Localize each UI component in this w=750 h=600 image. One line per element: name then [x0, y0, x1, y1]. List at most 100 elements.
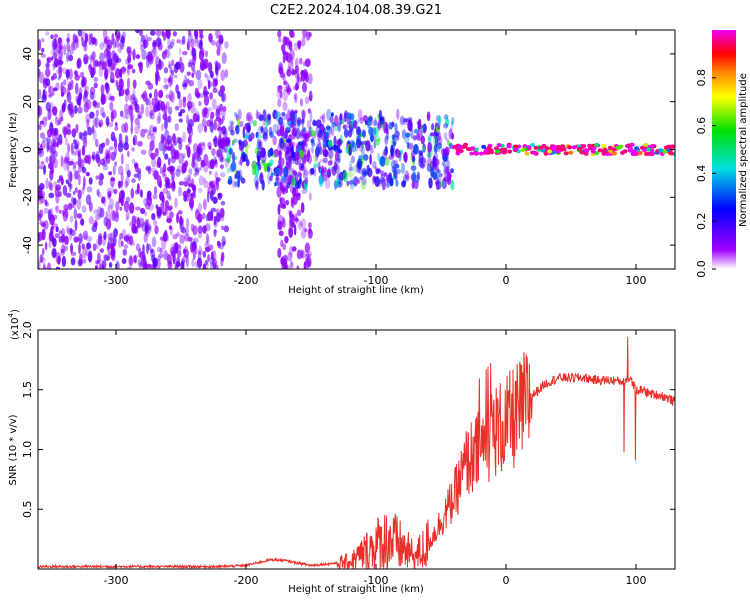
spectrum-point — [327, 160, 333, 166]
spectrum-point — [170, 149, 174, 155]
spectrum-point — [368, 126, 374, 136]
spectrum-point — [280, 187, 286, 192]
spectrum-point — [311, 146, 314, 154]
spectrum-point — [357, 109, 363, 121]
spectrum-point — [433, 135, 438, 146]
spectrum-point — [63, 245, 68, 252]
spectrum-point — [118, 190, 124, 200]
spectrum-point — [117, 141, 124, 153]
spectrum-point — [327, 139, 333, 148]
spectrum-point — [212, 196, 218, 204]
spectrum-point — [114, 40, 120, 48]
spectrum-point — [248, 137, 253, 142]
spectrum-point — [176, 212, 180, 224]
spectrum-point — [220, 157, 226, 163]
spectrum-point — [162, 135, 166, 142]
spectrum-point — [195, 207, 199, 215]
spectrum-point — [92, 118, 98, 127]
spectrum-point — [444, 167, 449, 174]
spectrum-point — [388, 122, 394, 130]
spectrum-point — [252, 120, 257, 127]
spectrum-point — [431, 122, 435, 131]
spectrum-point — [350, 155, 355, 164]
spectrum-point — [215, 40, 221, 49]
spectrum-point — [220, 69, 226, 82]
spectrum-point — [255, 109, 259, 120]
spectrum-point — [193, 30, 198, 38]
spectrum-point — [380, 120, 386, 131]
spectrum-point — [300, 249, 304, 259]
spectrum-point — [400, 115, 406, 125]
spectrum-point — [182, 96, 187, 103]
spectrum-point — [114, 211, 120, 223]
spectrum-point — [303, 261, 307, 269]
spectrum-point — [104, 48, 109, 59]
spectrum-point — [78, 253, 83, 265]
spectrum-point — [287, 210, 292, 215]
spectrum-point — [135, 104, 140, 113]
spectrum-point — [207, 79, 211, 90]
spectrum-point — [192, 158, 195, 165]
spectrum-point — [96, 189, 100, 196]
spectrum-point — [114, 161, 117, 167]
colorbar-tick-label: 0.0 — [695, 260, 708, 278]
spectrum-point — [394, 163, 400, 169]
spectrum-point — [278, 163, 282, 176]
spectrum-point — [80, 36, 84, 42]
spectrum-point — [47, 144, 54, 150]
spectrum-point — [302, 61, 307, 67]
spectrum-point — [55, 133, 60, 140]
spectrum-point — [182, 131, 187, 143]
spectrum-point — [176, 256, 181, 265]
spectrum-y-tick-label: -20 — [21, 188, 34, 206]
spectrum-point — [110, 131, 116, 142]
spectrum-point — [292, 186, 297, 198]
spectrum-point — [496, 143, 502, 148]
spectrum-point — [118, 180, 124, 188]
spectrum-point — [150, 263, 154, 269]
spectrum-point — [645, 147, 651, 152]
spectrum-point — [532, 150, 538, 155]
spectrum-point — [165, 180, 169, 189]
spectrum-point — [115, 201, 120, 211]
spectrum-point — [53, 33, 59, 39]
spectrum-point — [308, 227, 312, 234]
spectrum-point — [297, 178, 302, 189]
spectrum-point — [48, 85, 54, 97]
spectrum-point — [242, 153, 248, 162]
spectrum-point — [197, 187, 203, 194]
spectrum-point — [48, 180, 52, 190]
spectrum-point — [45, 78, 51, 87]
spectrum-point — [220, 110, 226, 118]
spectrum-point — [59, 209, 62, 214]
spectrum-point — [38, 231, 41, 243]
spectrum-point — [46, 138, 51, 151]
spectrum-point — [184, 160, 189, 167]
spectrum-point — [125, 108, 130, 120]
spectrum-point — [119, 110, 124, 117]
spectrum-point — [84, 85, 90, 91]
spectrum-point — [53, 150, 58, 158]
spectrum-point — [188, 134, 192, 145]
spectrum-point — [48, 192, 55, 199]
snr-x-tick-label: -200 — [234, 574, 259, 587]
spectrum-point — [158, 58, 162, 71]
spectrum-point — [301, 36, 306, 47]
spectrum-point — [216, 212, 221, 223]
spectrum-point — [348, 124, 353, 129]
spectrum-point — [102, 157, 108, 162]
spectrum-point — [286, 88, 292, 93]
spectrum-point — [71, 41, 76, 51]
spectrum-point — [262, 131, 269, 142]
spectrum-point — [197, 225, 203, 234]
spectrum-point — [187, 30, 192, 37]
spectrum-point — [283, 75, 287, 86]
spectrum-point — [281, 113, 287, 121]
spectrum-point — [146, 133, 153, 140]
spectrum-point — [69, 183, 73, 190]
spectrum-point — [61, 255, 67, 268]
spectrum-point — [287, 108, 291, 114]
spectrum-point — [188, 168, 193, 175]
spectrum-point — [77, 106, 83, 114]
spectrum-point — [256, 134, 263, 139]
